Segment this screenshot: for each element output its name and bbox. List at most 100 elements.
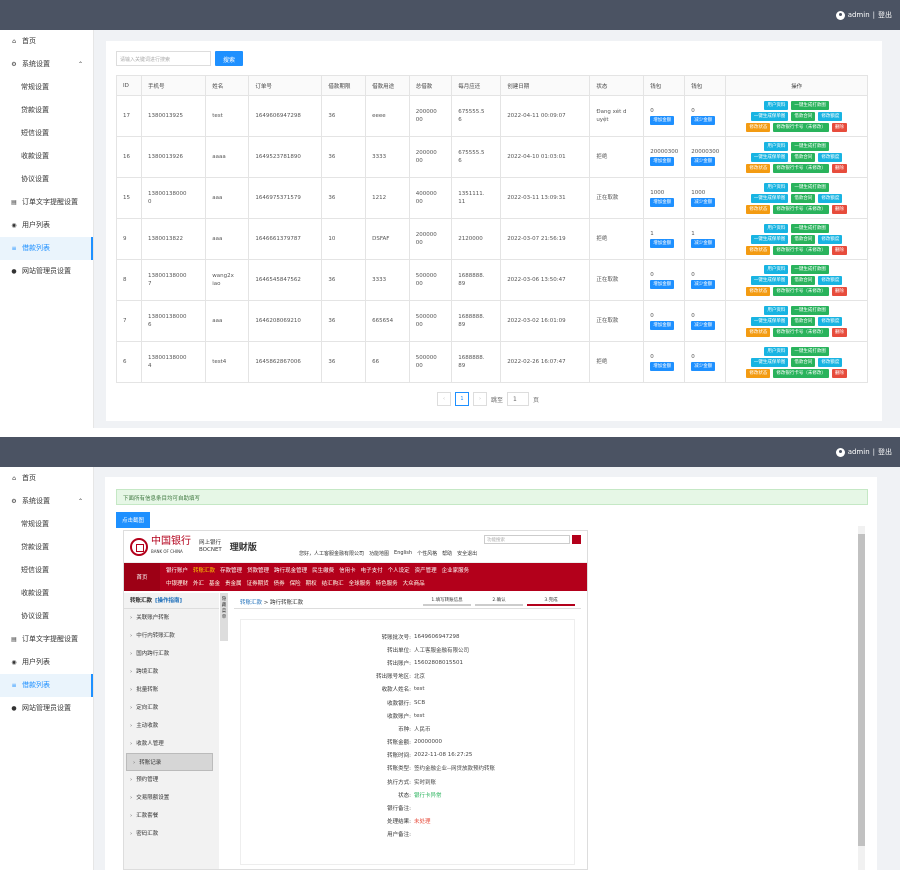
bank-top-link[interactable]: 功能地图 — [369, 551, 390, 557]
bank-menu-item[interactable]: 证券期货 — [246, 580, 269, 587]
sidebar-item[interactable]: 短信设置 — [0, 122, 93, 145]
left-menu-item[interactable]: 批量转账 — [124, 681, 219, 699]
sidebar-item[interactable]: ▤ 订单文字提醒设置 — [0, 628, 93, 651]
bank-menu-item[interactable]: 转账汇款 — [193, 567, 216, 574]
bank-menu-item[interactable]: 全球服务 — [348, 580, 371, 587]
sidebar-item[interactable]: 常规设置 — [0, 513, 93, 536]
loan-contract-button[interactable]: 借款合同 — [791, 193, 816, 203]
bank-menu-item[interactable]: 银行账户 — [166, 567, 189, 574]
logout-link[interactable]: 登出 — [878, 11, 892, 19]
loan-contract-button[interactable]: 借款合同 — [791, 316, 816, 326]
prev-page-button[interactable]: ‹ — [437, 392, 451, 406]
delete-button[interactable]: 删除 — [831, 286, 847, 296]
bank-menu-item[interactable]: 基金 — [209, 580, 221, 587]
sidebar-item[interactable]: ⚙ 系统设置 ⌃ — [0, 490, 93, 513]
hide-menu-tab[interactable]: 隐藏菜单 — [220, 593, 228, 641]
generate-policy-image-button[interactable]: 一键生成保单图 — [750, 357, 789, 367]
search-input[interactable]: 请输入关键词进行搜索 — [116, 51, 211, 66]
subtract-amount-button[interactable]: 减少金额 — [691, 197, 716, 207]
left-menu-item[interactable]: 密码汇款 — [124, 825, 219, 843]
generate-policy-image-button[interactable]: 一键生成保单图 — [750, 111, 789, 121]
bank-menu-item[interactable]: 企业家服务 — [441, 567, 470, 574]
edit-quota-button[interactable]: 修改额度 — [818, 316, 843, 326]
user-profile-button[interactable]: 用户资料 — [764, 223, 789, 233]
bank-menu-item[interactable]: 贵金属 — [225, 580, 242, 587]
edit-quota-button[interactable]: 修改额度 — [818, 111, 843, 121]
loan-contract-button[interactable]: 借款合同 — [791, 234, 816, 244]
edit-quota-button[interactable]: 修改额度 — [818, 152, 843, 162]
user-menu[interactable]: admin | 登出 — [835, 10, 892, 20]
bank-top-link[interactable]: 个性风格 — [417, 551, 438, 557]
delete-button[interactable]: 删除 — [831, 327, 847, 337]
delete-button[interactable]: 删除 — [831, 122, 847, 132]
sidebar-item[interactable]: ● 网站管理员设置 — [0, 697, 93, 720]
bank-search-input[interactable]: 功能搜索 — [484, 535, 570, 544]
edit-bank-card-button[interactable]: 修改银行卡号（未修改） — [773, 163, 829, 173]
add-amount-button[interactable]: 增加金额 — [650, 197, 675, 207]
sidebar-item[interactable]: ▤ 订单文字提醒设置 — [0, 191, 93, 214]
loan-contract-button[interactable]: 借款合同 — [791, 152, 816, 162]
edit-bank-card-button[interactable]: 修改银行卡号（未修改） — [773, 286, 829, 296]
left-menu-item[interactable]: 收款人管理 — [124, 735, 219, 753]
edit-quota-button[interactable]: 修改额度 — [818, 193, 843, 203]
sidebar-item[interactable]: 贷款设置 — [0, 536, 93, 559]
generate-policy-image-button[interactable]: 一键生成保单图 — [750, 193, 789, 203]
scrollbar[interactable] — [858, 526, 865, 870]
user-menu[interactable]: admin | 登出 — [835, 447, 892, 457]
goto-page-input[interactable]: 1 — [507, 392, 530, 406]
loan-contract-button[interactable]: 借款合同 — [791, 357, 816, 367]
bank-top-link[interactable]: 您好，人工客服金融有限公司 — [299, 551, 365, 557]
add-amount-button[interactable]: 增加金额 — [650, 115, 675, 125]
next-page-button[interactable]: › — [473, 392, 487, 406]
bank-menu-item[interactable]: 电子支付 — [360, 567, 383, 574]
bank-menu-item[interactable]: 结汇购汇 — [321, 580, 344, 587]
sidebar-item[interactable]: ◉ 用户列表 — [0, 214, 93, 237]
user-profile-button[interactable]: 用户资料 — [764, 141, 789, 151]
edit-status-button[interactable]: 修改状态 — [746, 122, 771, 132]
subtract-amount-button[interactable]: 减少金额 — [691, 115, 716, 125]
left-menu-item[interactable]: 定向汇款 — [124, 699, 219, 717]
bank-menu-item[interactable]: 民生缴费 — [312, 567, 335, 574]
add-amount-button[interactable]: 增加金额 — [650, 279, 675, 289]
bank-menu-item[interactable]: 特色服务 — [375, 580, 398, 587]
bank-menu-item[interactable]: 个人设定 — [387, 567, 410, 574]
left-menu-item[interactable]: 关联账户转账 — [124, 609, 219, 627]
generate-payment-image-button[interactable]: 一键生成打款图 — [791, 346, 829, 356]
sidebar-item[interactable]: ● 网站管理员设置 — [0, 260, 93, 283]
add-amount-button[interactable]: 增加金额 — [650, 320, 675, 330]
page-1-button[interactable]: 1 — [455, 392, 469, 406]
sidebar-item[interactable]: ⌂ 首页 — [0, 30, 93, 53]
edit-status-button[interactable]: 修改状态 — [746, 245, 771, 255]
generate-payment-image-button[interactable]: 一键生成打款图 — [791, 305, 829, 315]
sidebar-item[interactable]: ≡ 借款列表 — [0, 674, 93, 697]
generate-policy-image-button[interactable]: 一键生成保单图 — [750, 316, 789, 326]
left-menu-item[interactable]: 主动收款 — [124, 717, 219, 735]
logout-link[interactable]: 登出 — [878, 448, 892, 456]
delete-button[interactable]: 删除 — [831, 204, 847, 214]
edit-quota-button[interactable]: 修改额度 — [818, 357, 843, 367]
delete-button[interactable]: 删除 — [831, 368, 847, 378]
subtract-amount-button[interactable]: 减少金额 — [691, 279, 716, 289]
left-menu-item[interactable]: 预约管理 — [124, 771, 219, 789]
subtract-amount-button[interactable]: 减少金额 — [691, 320, 716, 330]
edit-status-button[interactable]: 修改状态 — [746, 327, 771, 337]
edit-quota-button[interactable]: 修改额度 — [818, 275, 843, 285]
left-menu-item[interactable]: 转账记录 — [126, 753, 213, 771]
bank-top-link[interactable]: English — [394, 550, 413, 556]
sidebar-item[interactable]: ≡ 借款列表 — [0, 237, 93, 260]
edit-bank-card-button[interactable]: 修改银行卡号（未修改） — [773, 368, 829, 378]
user-profile-button[interactable]: 用户资料 — [764, 182, 789, 192]
user-profile-button[interactable]: 用户资料 — [764, 264, 789, 274]
sidebar-item[interactable]: ⚙ 系统设置 ⌃ — [0, 53, 93, 76]
generate-policy-image-button[interactable]: 一键生成保单图 — [750, 275, 789, 285]
delete-button[interactable]: 删除 — [831, 163, 847, 173]
bank-menu-item[interactable]: 外汇 — [193, 580, 205, 587]
bank-menu-item[interactable]: 大众商品 — [402, 580, 425, 587]
user-profile-button[interactable]: 用户资料 — [764, 346, 789, 356]
bank-menu-item[interactable]: 跨行现金管理 — [274, 567, 308, 574]
bank-menu-item[interactable]: 债券 — [273, 580, 285, 587]
sidebar-item[interactable]: ◉ 用户列表 — [0, 651, 93, 674]
left-menu-item[interactable]: 国内跨行汇款 — [124, 645, 219, 663]
sidebar-item[interactable]: 协议设置 — [0, 605, 93, 628]
bank-menu-item[interactable]: 存款管理 — [220, 567, 243, 574]
